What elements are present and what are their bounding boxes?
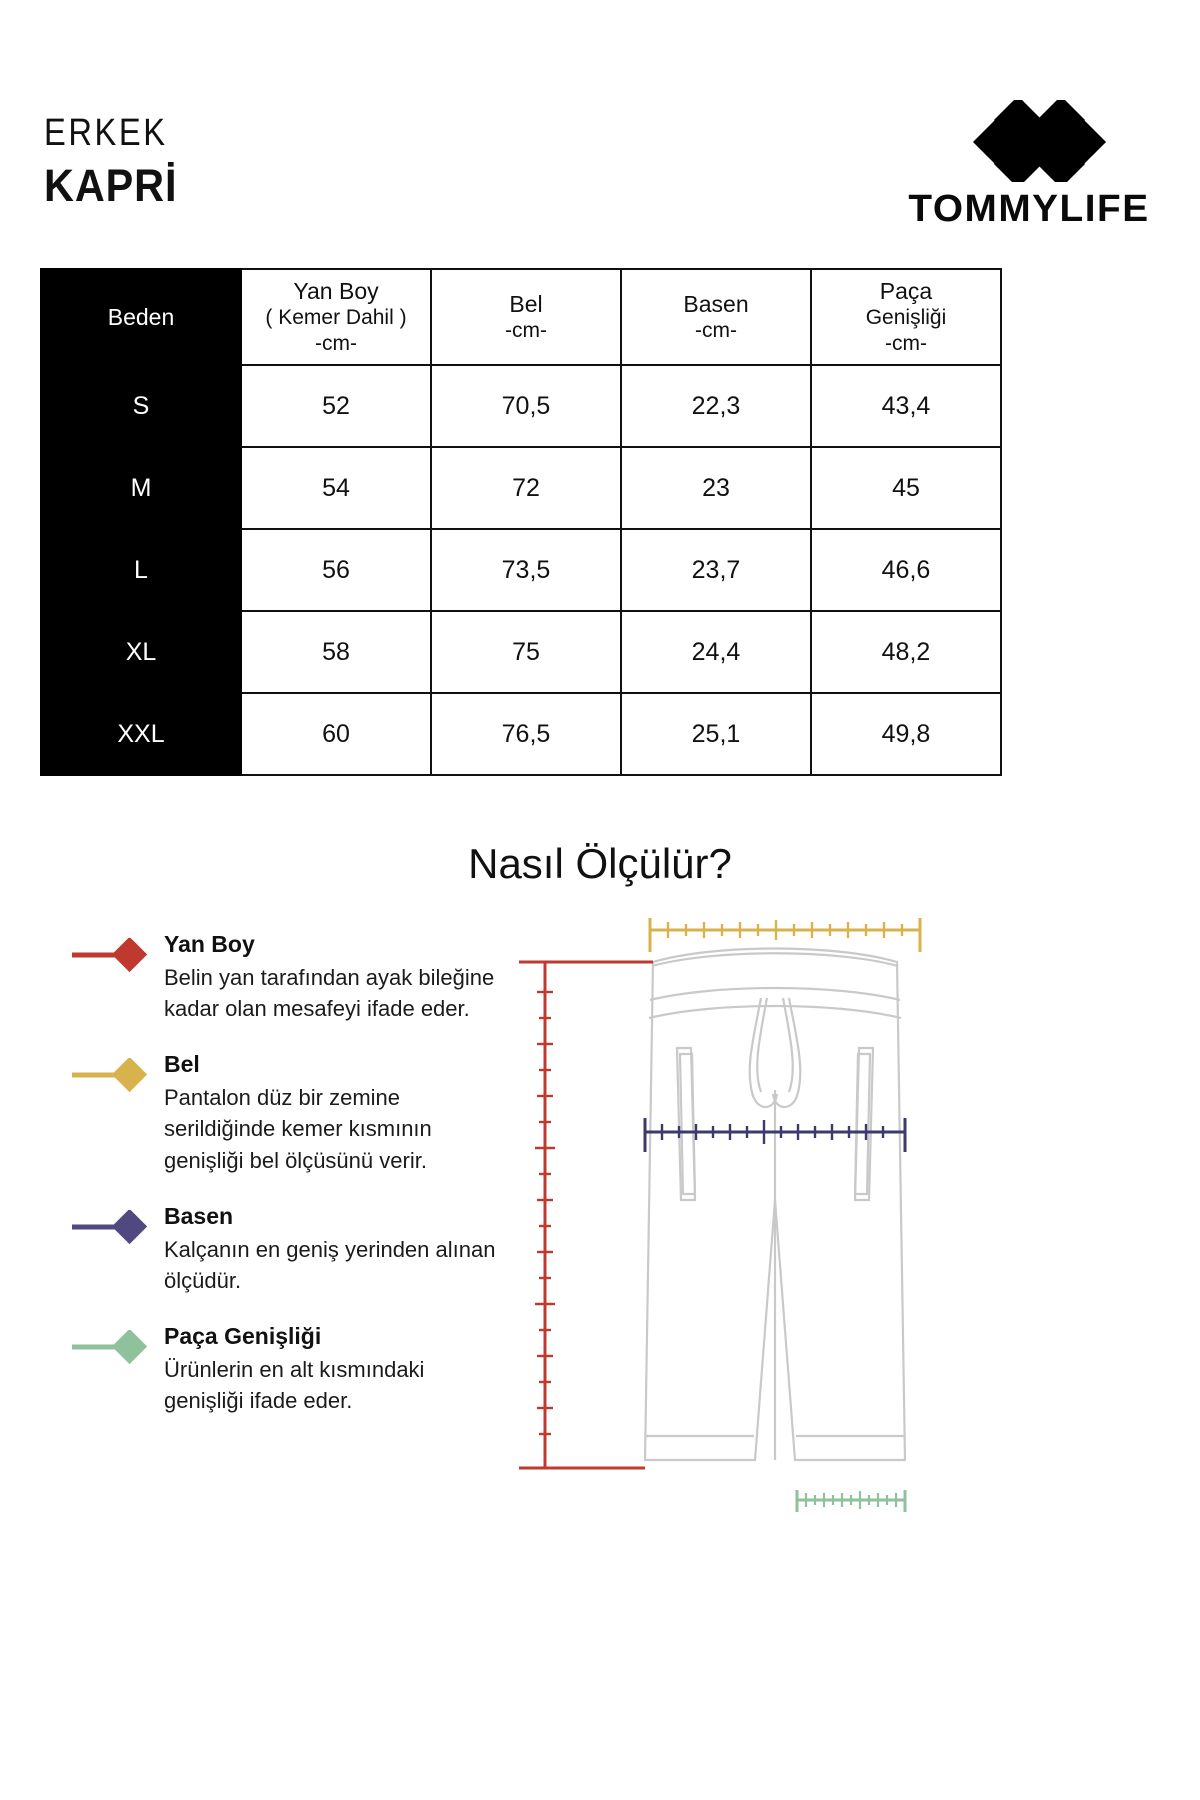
- table-row: S 52 70,5 22,3 43,4: [40, 364, 1002, 448]
- cell-bel: 75: [430, 610, 622, 694]
- column-header-beden-label: Beden: [107, 303, 175, 330]
- cell-bel: 70,5: [430, 364, 622, 448]
- column-header-beden: Beden: [40, 268, 242, 366]
- column-header-yan-boy-label: Yan Boy: [293, 278, 379, 305]
- cell-paca: 45: [810, 446, 1002, 530]
- cell-paca: 43,4: [810, 364, 1002, 448]
- cell-bel: 72: [430, 446, 622, 530]
- column-header-bel-label: Bel: [509, 291, 543, 318]
- cell-beden: XL: [40, 610, 242, 694]
- diamond-marker-icon: [72, 1330, 148, 1365]
- page-header: ERKEK KAPRİ TOMMYLIFE: [40, 100, 1160, 250]
- cell-yan-boy: 56: [240, 528, 432, 612]
- legend-desc-bel: Pantalon düz bir zemine serildiğinde kem…: [164, 1085, 432, 1173]
- how-to-measure-title: Nasıl Ölçülür?: [468, 840, 732, 887]
- measurement-legend: Yan Boy Belin yan tarafından ayak bileği…: [72, 930, 502, 1443]
- cell-beden: XXL: [40, 692, 242, 776]
- table-row: XXL 60 76,5 25,1 49,8: [40, 692, 1002, 776]
- legend-item-yan-boy: Yan Boy Belin yan tarafından ayak bileği…: [72, 930, 502, 1024]
- cell-basen: 25,1: [620, 692, 812, 776]
- title-block: ERKEK KAPRİ: [44, 112, 189, 212]
- cell-yan-boy: 58: [240, 610, 432, 694]
- cell-beden: S: [40, 364, 242, 448]
- column-header-paca-unit: -cm-: [885, 332, 927, 356]
- brand-name: TOMMYLIFE: [908, 188, 1150, 230]
- diamond-grid-logo-icon: [972, 100, 1107, 182]
- measurement-diagram: [505, 900, 1185, 1540]
- table-row: M 54 72 23 45: [40, 446, 1002, 530]
- cell-yan-boy: 54: [240, 446, 432, 530]
- cell-yan-boy: 52: [240, 364, 432, 448]
- column-header-basen-unit: -cm-: [695, 319, 737, 343]
- cell-bel: 76,5: [430, 692, 622, 776]
- legend-item-paca-genisligi: Paça Genişliği Ürünlerin en alt kısmında…: [72, 1322, 502, 1416]
- column-header-yan-boy-sub: ( Kemer Dahil ): [265, 306, 407, 330]
- yan-boy-ruler: [519, 960, 653, 1470]
- column-header-basen: Basen -cm-: [620, 268, 812, 366]
- size-table: Beden Yan Boy ( Kemer Dahil ) -cm- Bel -…: [40, 268, 1002, 776]
- legend-item-basen: Basen Kalçanın en geniş yerinden alınan …: [72, 1202, 502, 1296]
- legend-title-paca-genisligi: Paça Genişliği: [164, 1323, 322, 1350]
- legend-title-bel: Bel: [164, 1051, 200, 1078]
- column-header-basen-label: Basen: [683, 291, 749, 318]
- cell-basen: 23: [620, 446, 812, 530]
- cell-paca: 49,8: [810, 692, 1002, 776]
- capri-pants-outline-icon: [519, 918, 922, 1512]
- cell-paca: 46,6: [810, 528, 1002, 612]
- basen-ruler: [643, 1118, 907, 1152]
- column-header-bel-unit: -cm-: [505, 319, 547, 343]
- legend-desc-yan-boy: Belin yan tarafından ayak bileğine kadar…: [164, 964, 495, 1022]
- cell-basen: 22,3: [620, 364, 812, 448]
- diamond-marker-icon: [72, 938, 148, 972]
- cell-bel: 73,5: [430, 528, 622, 612]
- column-header-paca-sub: Genişliği: [865, 306, 947, 330]
- diamond-marker-icon: [72, 1058, 148, 1093]
- legend-title-yan-boy: Yan Boy: [164, 931, 255, 957]
- column-header-yan-boy: Yan Boy ( Kemer Dahil ) -cm-: [240, 268, 432, 366]
- legend-title-basen: Basen: [164, 1202, 234, 1229]
- column-header-bel: Bel -cm-: [430, 268, 622, 366]
- table-row: L 56 73,5 23,7 46,6: [40, 528, 1002, 612]
- page-kicker: ERKEK: [44, 112, 168, 154]
- column-header-yan-boy-unit: -cm-: [315, 332, 357, 356]
- cell-beden: M: [40, 446, 242, 530]
- cell-paca: 48,2: [810, 610, 1002, 694]
- table-row: XL 58 75 24,4 48,2: [40, 610, 1002, 694]
- size-table-head: Beden Yan Boy ( Kemer Dahil ) -cm- Bel -…: [40, 268, 1002, 366]
- column-header-paca: Paça Genişliği -cm-: [810, 268, 1002, 366]
- diamond-marker-icon: [72, 1209, 148, 1244]
- cell-beden: L: [40, 528, 242, 612]
- size-table-header-row: Beden Yan Boy ( Kemer Dahil ) -cm- Bel -…: [40, 268, 1002, 366]
- cell-basen: 24,4: [620, 610, 812, 694]
- cell-yan-boy: 60: [240, 692, 432, 776]
- page-title: KAPRİ: [44, 159, 178, 211]
- legend-desc-basen: Kalçanın en geniş yerinden alınan ölçüdü…: [164, 1236, 496, 1294]
- legend-desc-paca-genisligi: Ürünlerin en alt kısmındaki genişliği if…: [164, 1357, 425, 1414]
- garment-outline: [643, 947, 907, 1462]
- column-header-paca-label: Paça: [879, 278, 933, 305]
- paca-ruler: [795, 1490, 907, 1512]
- brand-lockup: TOMMYLIFE: [898, 100, 1160, 228]
- size-table-body: S 52 70,5 22,3 43,4 M 54 72 23 45 L 56 7…: [40, 364, 1002, 776]
- legend-item-bel: Bel Pantalon düz bir zemine serildiğinde…: [72, 1050, 502, 1176]
- cell-basen: 23,7: [620, 528, 812, 612]
- bel-ruler-top: [648, 918, 922, 952]
